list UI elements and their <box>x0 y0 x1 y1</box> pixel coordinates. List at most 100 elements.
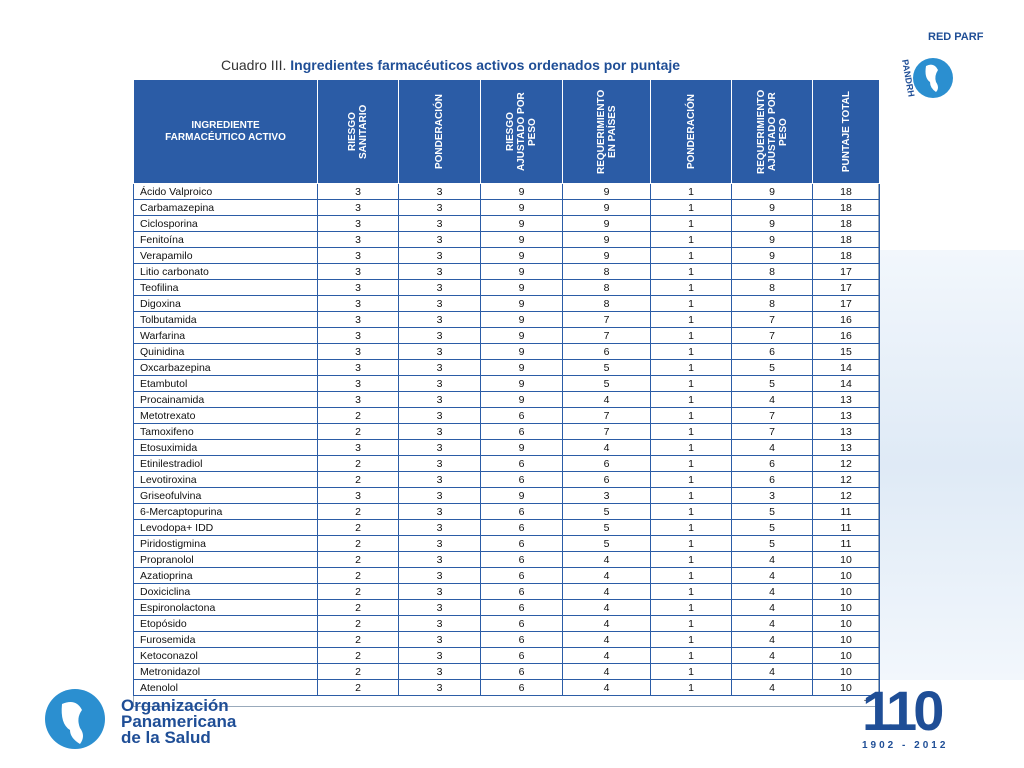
table-row: Etosuximida 3 3 9 4 1 4 13 <box>133 439 880 456</box>
table-cell: 6-Mercaptopurina <box>133 503 318 520</box>
table-cell: 2 <box>317 583 399 600</box>
table-cell: 3 <box>317 311 399 328</box>
table-row: Levotiroxina 2 3 6 6 1 6 12 <box>133 471 880 488</box>
table-cell: 18 <box>812 247 880 264</box>
header-text: PONDERACIÓN <box>685 93 697 169</box>
table-cell: 1 <box>650 583 732 600</box>
table-cell: 4 <box>562 599 651 616</box>
table-cell: 3 <box>317 199 399 216</box>
table-cell: 1 <box>650 247 732 264</box>
header-text: REQUERIMIENTO AJUSTADO POR PESO <box>755 89 789 174</box>
table-cell: 3 <box>398 199 481 216</box>
table-cell: 10 <box>812 615 880 632</box>
anniversary: 110 <box>862 679 944 742</box>
title: Cuadro III. Ingredientes farmacéuticos a… <box>221 57 680 73</box>
logo-text: RED PARF <box>928 31 984 43</box>
table-cell: 18 <box>812 215 880 232</box>
table-cell: 16 <box>812 327 880 344</box>
table-cell: 3 <box>398 551 481 568</box>
table-cell: 9 <box>480 263 563 280</box>
table-cell: 2 <box>317 663 399 680</box>
table-cell: Etambutol <box>133 375 318 392</box>
table-cell: 1 <box>650 535 732 552</box>
table-cell: Fenitoína <box>133 231 318 248</box>
table-cell: 1 <box>650 631 732 648</box>
table-cell: 3 <box>317 343 399 360</box>
table-cell: 3 <box>398 327 481 344</box>
table-row: Propranolol 2 3 6 4 1 4 10 <box>133 551 880 568</box>
table-cell: 4 <box>731 679 813 696</box>
table-cell: 2 <box>317 503 399 520</box>
table-cell: Espironolactona <box>133 599 318 616</box>
table-cell: 3 <box>398 647 481 664</box>
table-cell: 9 <box>480 215 563 232</box>
table-cell: 3 <box>398 519 481 536</box>
table-cell: 9 <box>480 247 563 264</box>
table-cell: 7 <box>731 327 813 344</box>
table-cell: 9 <box>480 327 563 344</box>
table-row: Tamoxifeno 2 3 6 7 1 7 13 <box>133 423 880 440</box>
table-cell: 14 <box>812 359 880 376</box>
table-row: Verapamilo 3 3 9 9 1 9 18 <box>133 247 880 264</box>
table-cell: 6 <box>480 631 563 648</box>
table-cell: 3 <box>398 391 481 408</box>
org-line: Organización <box>121 696 229 715</box>
table-cell: 13 <box>812 439 880 456</box>
column-header: PONDERACIÓN <box>650 79 732 184</box>
table-cell: 13 <box>812 391 880 408</box>
table-cell: 3 <box>317 215 399 232</box>
table-cell: 6 <box>480 615 563 632</box>
anniversary-years: 1902 - 2012 <box>862 740 949 751</box>
table-cell: 9 <box>480 199 563 216</box>
logo-text: PANDRH <box>900 59 916 98</box>
table-cell: 1 <box>650 647 732 664</box>
table-cell: 1 <box>650 183 732 200</box>
table-cell: 1 <box>650 343 732 360</box>
table-cell: 5 <box>731 519 813 536</box>
table-cell: 11 <box>812 519 880 536</box>
table-cell: 2 <box>317 423 399 440</box>
table-cell: 7 <box>562 327 651 344</box>
table-cell: 9 <box>731 183 813 200</box>
table-cell: Quinidina <box>133 343 318 360</box>
table-cell: 6 <box>480 471 563 488</box>
table-cell: Piridostigmina <box>133 535 318 552</box>
table-row: Carbamazepina 3 3 9 9 1 9 18 <box>133 199 880 216</box>
table-cell: 3 <box>398 631 481 648</box>
table-row: Etambutol 3 3 9 5 1 5 14 <box>133 375 880 392</box>
table-cell: 6 <box>480 647 563 664</box>
table-cell: 1 <box>650 615 732 632</box>
column-header: REQUERIMIENTO EN PAÍSES <box>562 79 651 184</box>
table-row: Fenitoína 3 3 9 9 1 9 18 <box>133 231 880 248</box>
table-cell: 6 <box>480 599 563 616</box>
more-indicator: ... <box>863 693 872 704</box>
table-row: Metronidazol 2 3 6 4 1 4 10 <box>133 663 880 680</box>
table-cell: Furosemida <box>133 631 318 648</box>
table-cell: 6 <box>562 455 651 472</box>
table-cell: Metotrexato <box>133 407 318 424</box>
table-cell: 1 <box>650 679 732 696</box>
table-cell: 3 <box>398 311 481 328</box>
table-cell: 9 <box>731 215 813 232</box>
table-cell: 6 <box>480 455 563 472</box>
table-cell: 3 <box>398 183 481 200</box>
table-cell: 13 <box>812 407 880 424</box>
table-cell: 16 <box>812 311 880 328</box>
table-row: Oxcarbazepina 3 3 9 5 1 5 14 <box>133 359 880 376</box>
column-header: RIESGO SANITARIO <box>317 79 399 184</box>
table-row: Furosemida 2 3 6 4 1 4 10 <box>133 631 880 648</box>
table-cell: 2 <box>317 535 399 552</box>
table-cell: 9 <box>480 295 563 312</box>
header-text: INGREDIENTE FARMACÉUTICO ACTIVO <box>165 119 286 143</box>
table-cell: 1 <box>650 359 732 376</box>
table-cell: 4 <box>562 631 651 648</box>
table-row: 6-Mercaptopurina 2 3 6 5 1 5 11 <box>133 503 880 520</box>
column-header: PONDERACIÓN <box>398 79 481 184</box>
table-row: Procainamida 3 3 9 4 1 4 13 <box>133 391 880 408</box>
table-cell: 3 <box>398 375 481 392</box>
table-frame: INGREDIENTE FARMACÉUTICO ACTIVO RIESGO SA… <box>133 79 880 707</box>
table-cell: 11 <box>812 535 880 552</box>
table-cell: 8 <box>731 279 813 296</box>
table-cell: 1 <box>650 295 732 312</box>
table-cell: 3 <box>731 487 813 504</box>
